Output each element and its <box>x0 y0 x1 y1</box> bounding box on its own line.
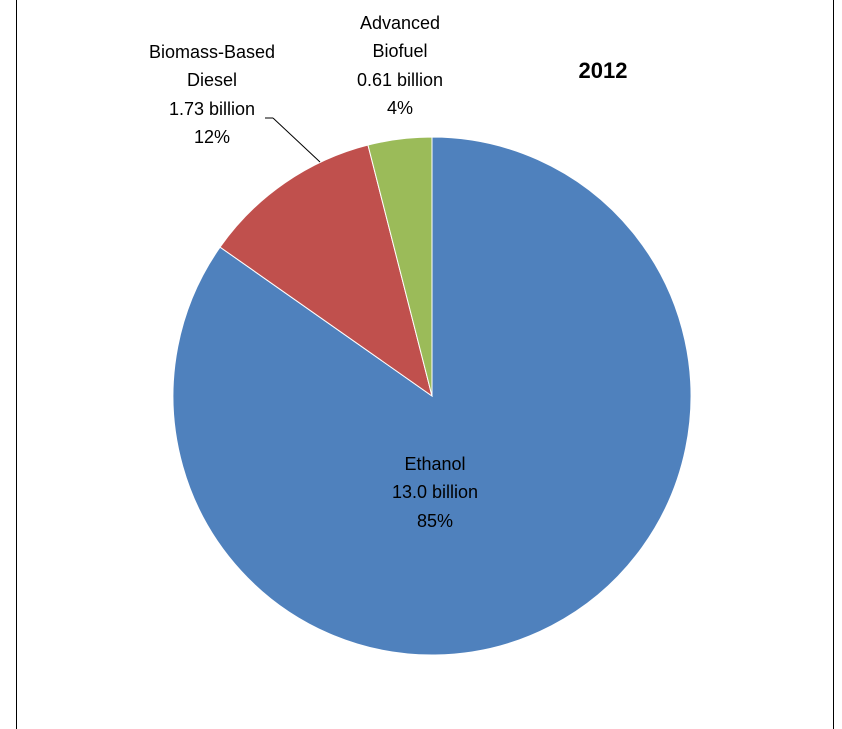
pie-chart: 2012 Ethanol 13.0 billion 85% Biomass-Ba… <box>149 13 692 656</box>
pie-slices <box>172 136 692 656</box>
leader-line-biomass-based-diesel <box>272 117 321 163</box>
chart-frame: 2012 Ethanol 13.0 billion 85% Biomass-Ba… <box>16 0 834 729</box>
slice-label-advanced-line2: Biofuel <box>372 41 427 61</box>
data-label-ethanol: Ethanol 13.0 billion 85% <box>392 454 478 531</box>
slice-percent-ethanol: 85% <box>417 511 453 531</box>
data-label-advanced-biofuel: Advanced Biofuel 0.61 billion 4% <box>357 13 443 118</box>
slice-label-biomass-line2: Diesel <box>187 70 237 90</box>
slice-label-ethanol: Ethanol <box>404 454 465 474</box>
slice-value-biomass: 1.73 billion <box>169 99 255 119</box>
slice-percent-advanced: 4% <box>387 98 413 118</box>
slice-label-biomass-line1: Biomass-Based <box>149 42 275 62</box>
slice-value-advanced: 0.61 billion <box>357 70 443 90</box>
data-label-biomass-based-diesel: Biomass-Based Diesel 1.73 billion 12% <box>149 42 275 147</box>
pie-slice-advanced-biofuel <box>367 136 433 397</box>
slice-label-advanced-line1: Advanced <box>360 13 440 33</box>
pie-slice-biomass-based-diesel <box>219 144 433 398</box>
slice-value-ethanol: 13.0 billion <box>392 482 478 502</box>
chart-title: 2012 <box>579 58 628 83</box>
slice-percent-biomass: 12% <box>194 127 230 147</box>
